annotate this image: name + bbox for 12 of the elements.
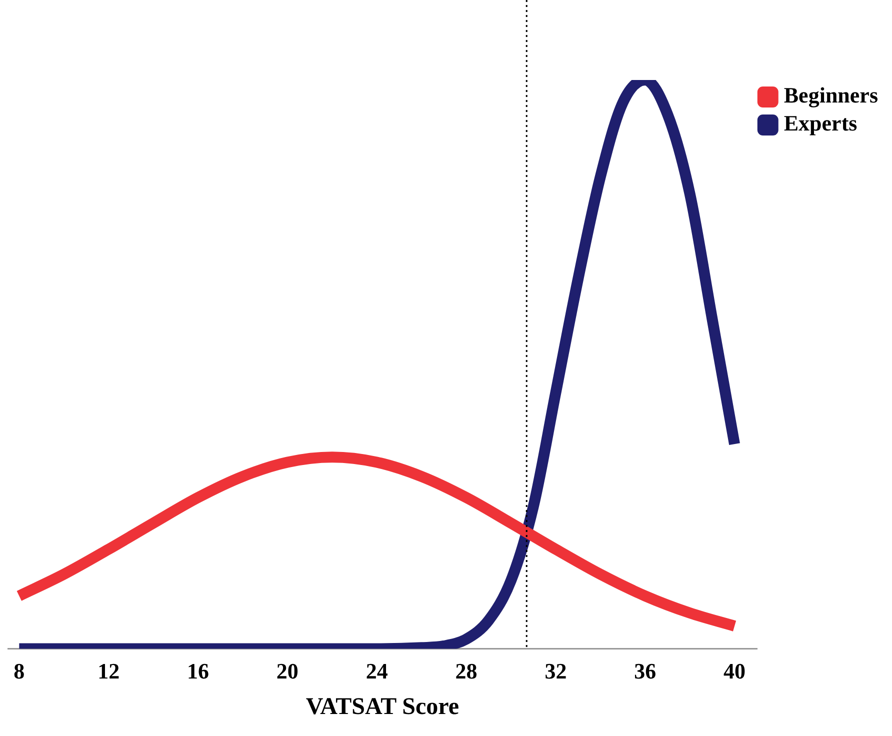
- x-tick-label: 20: [276, 658, 298, 684]
- x-axis-title: VATSAT Score: [306, 694, 460, 720]
- x-tick-label: 16: [187, 658, 210, 684]
- legend-label: Experts: [784, 110, 858, 136]
- x-tick-label: 32: [544, 658, 567, 684]
- x-tick-label: 24: [366, 658, 388, 684]
- x-tick-label: 28: [455, 658, 478, 684]
- x-tick-label: 8: [14, 658, 25, 684]
- legend-label: Beginners: [784, 82, 878, 108]
- x-tick-label: 36: [634, 658, 656, 684]
- x-tick-label: 12: [98, 658, 120, 684]
- x-tick-label: 40: [724, 658, 746, 684]
